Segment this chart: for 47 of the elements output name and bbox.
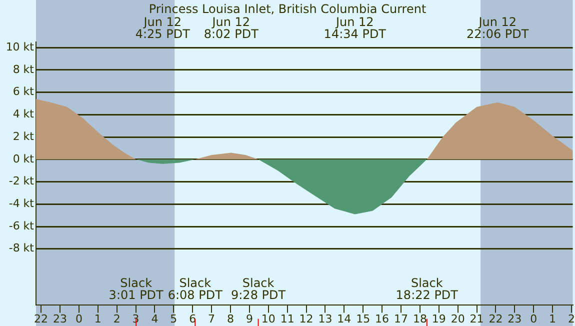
text: Jun 12 14:34 PDT xyxy=(324,15,387,41)
chart-title: Princess Louisa Inlet, British Columbia Current xyxy=(148,2,426,16)
annotation: Slack 6:08 PDT xyxy=(168,276,224,302)
y-tick-label: 8 kt xyxy=(12,62,35,76)
x-tick-label: 9 xyxy=(246,312,253,326)
x-tick-label: 12 xyxy=(299,312,314,326)
x-tick-label: 1 xyxy=(94,312,102,326)
x-tick-label: 18 xyxy=(412,312,427,326)
x-tick-label: 7 xyxy=(208,312,216,326)
y-tick-label: -2 kt xyxy=(8,174,35,188)
text: Jun 12 4:25 PDT xyxy=(135,15,191,41)
x-tick-label: 22 xyxy=(34,312,48,326)
x-tick-label: 14 xyxy=(337,312,352,326)
x-tick-label: 4 xyxy=(151,312,158,326)
x-tick-label: 1 xyxy=(549,312,556,326)
x-tick-label: 3 xyxy=(132,312,140,326)
x-tick-label: 23 xyxy=(508,312,522,326)
x-tick-label: 19 xyxy=(432,312,446,326)
x-tick-label: 0 xyxy=(75,312,82,326)
y-tick-label: -4 kt xyxy=(8,197,35,210)
x-tick-label: 22 xyxy=(488,312,503,326)
x-tick-label: 2 xyxy=(568,312,575,326)
x-tick-label: 17 xyxy=(394,312,408,326)
y-tick-label: 10 kt xyxy=(6,40,35,54)
x-tick-label: 23 xyxy=(52,312,67,326)
y-tick-label: 2 kt xyxy=(12,130,35,143)
x-tick-label: 8 xyxy=(227,312,234,326)
x-tick-label: 15 xyxy=(356,312,370,326)
x-tick-label: 5 xyxy=(170,312,178,326)
text: Jun 12 8:02 PDT xyxy=(204,15,260,41)
x-tick-label: 11 xyxy=(280,312,294,326)
annotation: Slack 9:28 PDT xyxy=(230,276,286,302)
y-tick-label: 6 kt xyxy=(12,85,35,98)
x-tick-label: 10 xyxy=(261,312,276,326)
text: Jun 12 22:06 PDT xyxy=(466,15,530,41)
x-tick-label: 0 xyxy=(530,312,538,326)
x-tick-label: 13 xyxy=(318,312,332,326)
x-tick-label: 2 xyxy=(113,312,120,326)
annotation: Slack 18:22 PDT xyxy=(396,276,459,302)
x-tick-label: 20 xyxy=(450,312,465,326)
annotation: Slack 3:01 PDT xyxy=(108,276,164,302)
x-tick-label: 16 xyxy=(375,312,390,326)
x-tick-label: 21 xyxy=(470,312,484,326)
y-tick-label: -8 kt xyxy=(8,242,35,255)
y-tick-label: 4 kt xyxy=(12,108,35,121)
y-tick-label: -6 kt xyxy=(8,219,35,232)
y-tick-label: 0 kt xyxy=(12,152,35,166)
